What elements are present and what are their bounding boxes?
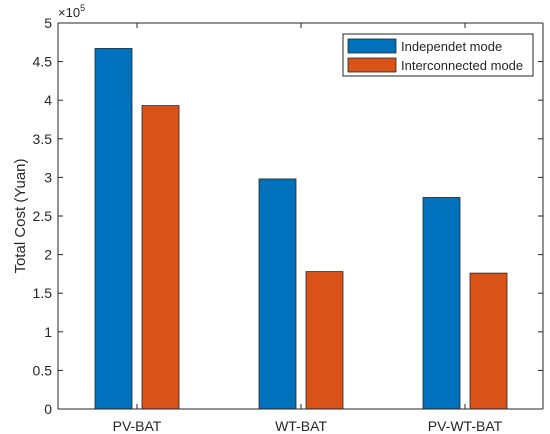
bar-pv-wt-bat-series-1 xyxy=(469,272,508,410)
x-ticks-group: PV-BAT WT-BAT PV-WT-BAT xyxy=(113,23,503,434)
legend-swatch-interconnected xyxy=(347,57,397,73)
y-tick-label: 0 xyxy=(44,401,52,417)
y-tick-label: 1.5 xyxy=(33,285,53,301)
y-ticks-group: 0 0.5 1 1.5 2 2.5 3 3.5 4 4.5 5 xyxy=(33,15,543,417)
legend-label-interconnected: Interconnected mode xyxy=(401,58,523,73)
y-tick-label: 3.5 xyxy=(33,131,53,147)
y-tick-label: 2 xyxy=(44,247,52,263)
bar-pv-wt-bat-series-0 xyxy=(422,197,461,410)
bar-pv-bat-series-0 xyxy=(94,48,133,410)
bar-wt-bat-series-0 xyxy=(258,178,297,410)
bar-wt-bat-series-1 xyxy=(305,271,344,410)
y-tick-label: 1 xyxy=(44,324,52,340)
y-tick-label: 3 xyxy=(44,169,52,185)
y-tick-label: 0.5 xyxy=(33,362,53,378)
y-tick-label: 4 xyxy=(44,92,52,108)
y-exponent-base: ×10 xyxy=(58,5,80,20)
legend: Independet mode Interconnected mode xyxy=(342,33,534,77)
y-axis-label: Total Cost (Yuan) xyxy=(12,158,29,273)
bars-group xyxy=(94,48,508,410)
y-exponent-power: 5 xyxy=(80,3,85,13)
legend-label-independent: Independet mode xyxy=(401,39,502,54)
x-tick-label: WT-BAT xyxy=(275,418,327,434)
x-tick-label: PV-BAT xyxy=(113,418,162,434)
x-tick-label: PV-WT-BAT xyxy=(428,418,503,434)
y-exponent-label: ×105 xyxy=(58,3,85,20)
legend-swatch-independent xyxy=(347,38,397,54)
bar-pv-bat-series-1 xyxy=(141,105,180,410)
y-tick-label: 4.5 xyxy=(33,54,53,70)
plot-area xyxy=(58,23,543,409)
y-tick-label: 5 xyxy=(44,15,52,31)
y-tick-label: 2.5 xyxy=(33,208,53,224)
